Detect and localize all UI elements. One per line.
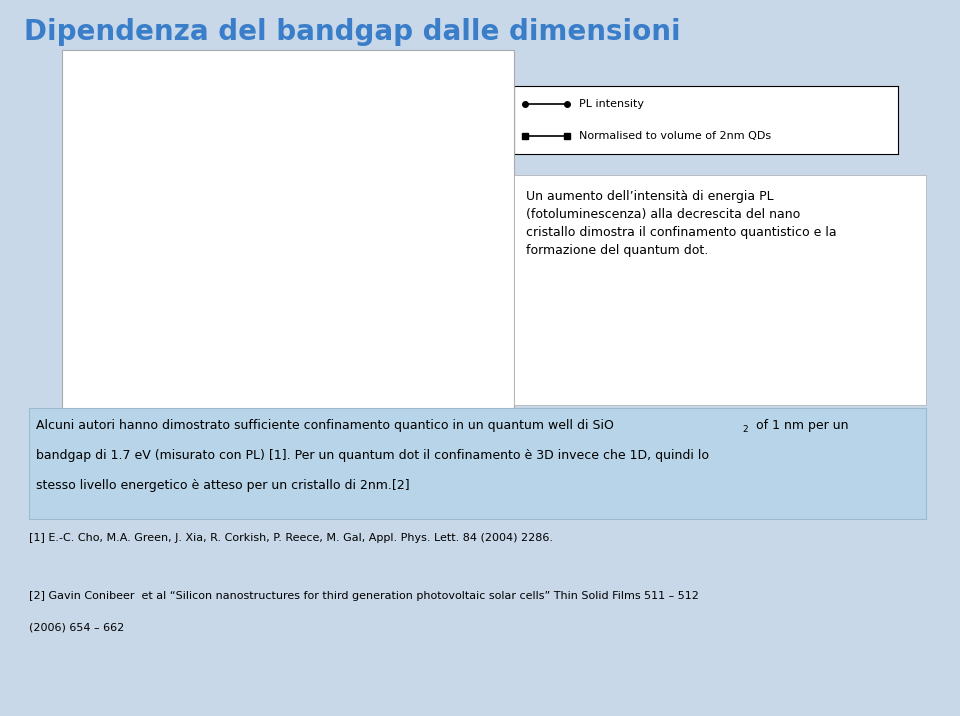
- Text: (2006) 654 – 662: (2006) 654 – 662: [29, 623, 124, 633]
- Text: Normalised to volume of 2nm QDs: Normalised to volume of 2nm QDs: [579, 130, 771, 140]
- Text: Un aumento dell’intensità di energia PL
(fotoluminescenza) alla decrescita del n: Un aumento dell’intensità di energia PL …: [526, 190, 837, 257]
- Text: stesso livello energetico è atteso per un cristallo di 2nm.[2]: stesso livello energetico è atteso per u…: [36, 479, 410, 492]
- Text: [2] Gavin Conibeer  et al “Silicon nanostructures for third generation photovolt: [2] Gavin Conibeer et al “Silicon nanost…: [29, 591, 699, 601]
- Text: [1] E.-C. Cho, M.A. Green, J. Xia, R. Corkish, P. Reece, M. Gal, Appl. Phys. Let: [1] E.-C. Cho, M.A. Green, J. Xia, R. Co…: [29, 533, 553, 543]
- Text: Dipendenza del bandgap dalle dimensioni: Dipendenza del bandgap dalle dimensioni: [24, 18, 681, 46]
- X-axis label: Si nanocrystal size [nm]: Si nanocrystal size [nm]: [253, 63, 380, 73]
- Text: 2: 2: [742, 425, 748, 434]
- Y-axis label: PL energy [eV]: PL energy [eV]: [85, 201, 96, 279]
- Y-axis label: Integrated PL
intensity [a.u.]: Integrated PL intensity [a.u.]: [551, 204, 572, 276]
- Text: Alcuni autori hanno dimostrato sufficiente confinamento quantico in un quantum w: Alcuni autori hanno dimostrato sufficien…: [36, 419, 614, 432]
- X-axis label: Deposition times [sec]: Deposition times [sec]: [258, 410, 375, 420]
- Text: of 1 nm per un: of 1 nm per un: [752, 419, 849, 432]
- Text: PL intensity: PL intensity: [579, 100, 644, 110]
- Text: bandgap di 1.7 eV (misurato con PL) [1]. Per un quantum dot il confinamento è 3D: bandgap di 1.7 eV (misurato con PL) [1].…: [36, 449, 709, 462]
